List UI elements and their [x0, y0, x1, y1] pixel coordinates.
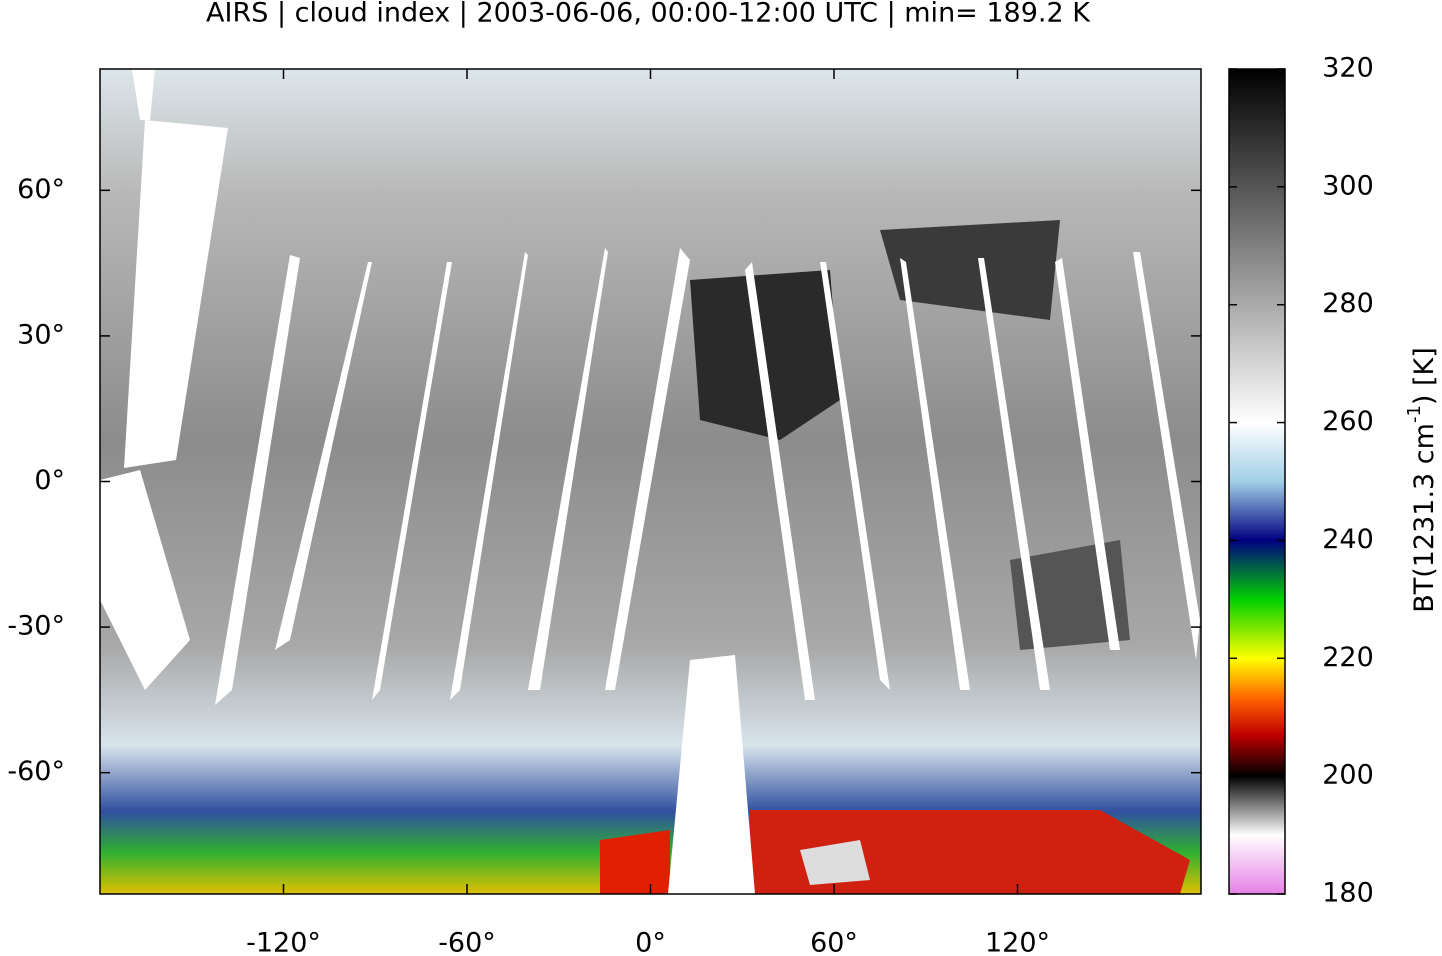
- colorbar-label: BT(1231.3 cm-1) [K]: [1404, 347, 1440, 613]
- colorbar-tick-label: 240: [1322, 524, 1374, 555]
- cold-cloud-region: [600, 830, 670, 894]
- y-tick-label: -30°: [7, 611, 65, 642]
- map-imagery: [100, 69, 1201, 894]
- x-tick-label: -60°: [438, 928, 496, 956]
- colorbar-label-suffix: ) [K]: [1409, 347, 1440, 405]
- colorbar-tick-label: 260: [1322, 406, 1374, 437]
- colorbar-tick-label: 180: [1322, 878, 1374, 909]
- x-tick-label: -120°: [246, 928, 321, 956]
- x-tick-label: 0°: [635, 928, 666, 956]
- x-tick-label: 60°: [810, 928, 858, 956]
- colorbar-tick-label: 220: [1322, 642, 1374, 673]
- chart-title: AIRS | cloud index | 2003-06-06, 00:00-1…: [206, 0, 1091, 29]
- colorbar-tick-label: 300: [1322, 170, 1374, 201]
- colorbar-label-text: BT(1231.3 cm: [1409, 423, 1440, 613]
- colorbar-tick-label: 200: [1322, 760, 1374, 791]
- colorbar-tick-label: 280: [1322, 288, 1374, 319]
- y-tick-label: 60°: [17, 174, 65, 205]
- y-tick-label: 0°: [34, 465, 65, 496]
- colorbar-tick-label: 320: [1322, 53, 1374, 84]
- colorbar: [1228, 68, 1286, 895]
- colorbar-label-superscript: -1: [1404, 405, 1425, 423]
- x-tick-label: 120°: [985, 928, 1050, 956]
- y-tick-label: -60°: [7, 756, 65, 787]
- desert-region: [880, 220, 1060, 320]
- cold-cloud-region: [800, 840, 870, 885]
- y-tick-label: 30°: [17, 319, 65, 350]
- orbit-gaps: [100, 69, 1200, 894]
